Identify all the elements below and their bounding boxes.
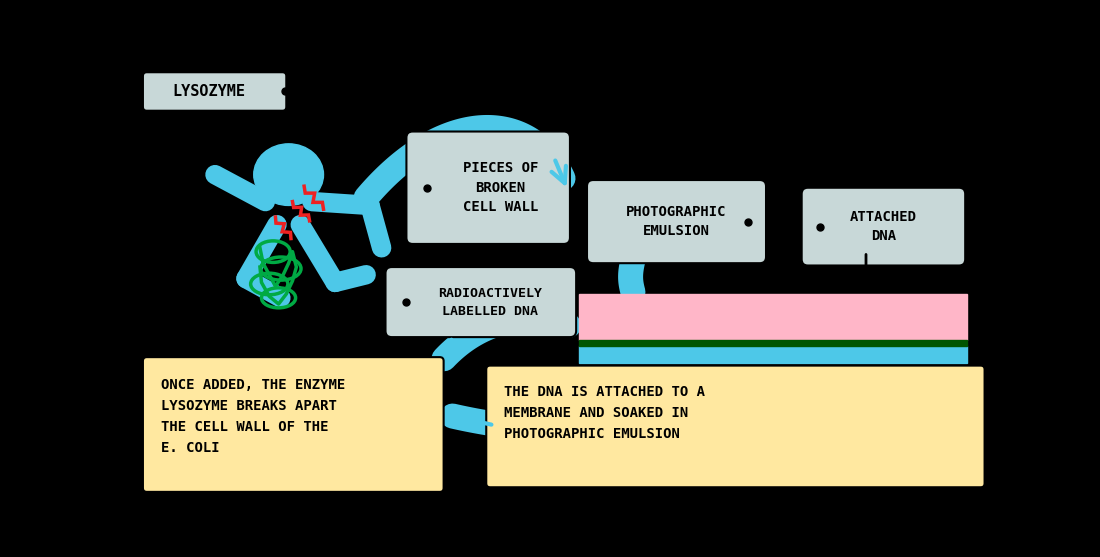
Text: LYSOZYME: LYSOZYME — [173, 84, 245, 99]
FancyBboxPatch shape — [406, 131, 570, 244]
FancyBboxPatch shape — [143, 357, 443, 492]
FancyBboxPatch shape — [486, 365, 984, 487]
FancyBboxPatch shape — [802, 188, 965, 266]
Text: ONCE ADDED, THE ENZYME
LYSOZYME BREAKS APART
THE CELL WALL OF THE
E. COLI: ONCE ADDED, THE ENZYME LYSOZYME BREAKS A… — [161, 378, 345, 456]
Bar — [580, 340, 967, 346]
Text: THE DNA IS ATTACHED TO A
MEMBRANE AND SOAKED IN
PHOTOGRAPHIC EMULSION: THE DNA IS ATTACHED TO A MEMBRANE AND SO… — [504, 385, 705, 441]
FancyBboxPatch shape — [385, 267, 576, 337]
Text: PHOTOGRAPHIC
EMULSION: PHOTOGRAPHIC EMULSION — [626, 205, 727, 238]
FancyBboxPatch shape — [143, 72, 286, 111]
Bar — [580, 346, 967, 363]
Text: ATTACHED
DNA: ATTACHED DNA — [850, 210, 917, 243]
FancyBboxPatch shape — [587, 180, 766, 263]
Bar — [580, 294, 967, 340]
Text: RADIOACTIVELY
LABELLED DNA: RADIOACTIVELY LABELLED DNA — [438, 286, 541, 317]
Text: PIECES OF
BROKEN
CELL WALL: PIECES OF BROKEN CELL WALL — [463, 161, 538, 214]
Ellipse shape — [254, 144, 323, 206]
